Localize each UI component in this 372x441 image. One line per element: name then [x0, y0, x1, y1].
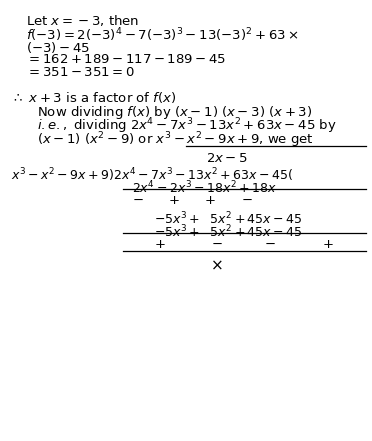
Text: $\times$: $\times$: [210, 258, 223, 273]
Text: Let $x = -3$, then: Let $x = -3$, then: [26, 13, 140, 28]
Text: $\therefore$ $x + 3$ is a factor of $\mathit{f}(x)$: $\therefore$ $x + 3$ is a factor of $\ma…: [11, 90, 177, 105]
Text: $-5x^3 +\ \ 5x^2 + 45x - 45$: $-5x^3 +\ \ 5x^2 + 45x - 45$: [154, 211, 303, 228]
Text: $= 351 - 351 = 0$: $= 351 - 351 = 0$: [26, 66, 135, 79]
Text: $-$      $+$      $+$      $-$: $-$ $+$ $+$ $-$: [132, 194, 253, 207]
Text: $2x^4 - 2x^3 - 18x^2 + 18x$: $2x^4 - 2x^3 - 18x^2 + 18x$: [132, 180, 277, 197]
Text: $x^3 - x^2 - 9x + 9)2x^4 - 7x^3 - 13x^2 + 63x - 45($: $x^3 - x^2 - 9x + 9)2x^4 - 7x^3 - 13x^2 …: [11, 167, 294, 184]
Text: $\mathit{f}(-3) = 2(-3)^4 - 7(-3)^3 - 13(-3)^2 + 63 \times$: $\mathit{f}(-3) = 2(-3)^4 - 7(-3)^3 - 13…: [26, 26, 299, 44]
Text: $(x - 1)$ $(x^2 - 9)$ or $x^3 - x^2 - 9x + 9$, we get: $(x - 1)$ $(x^2 - 9)$ or $x^3 - x^2 - 9x…: [37, 130, 314, 149]
Text: $+$           $-$          $-$           $+$: $+$ $-$ $-$ $+$: [154, 238, 334, 251]
Text: $(-3) - 45$: $(-3) - 45$: [26, 40, 90, 55]
Text: $\mathit{i.e.,}$ dividing $2x^4 - 7x^3 - 13x^2 + 63x - 45$ by: $\mathit{i.e.,}$ dividing $2x^4 - 7x^3 -…: [37, 117, 337, 136]
Text: $2x - 5$: $2x - 5$: [206, 152, 248, 165]
Text: $-5x^3 +\ \ 5x^2 + 45x - 45$: $-5x^3 +\ \ 5x^2 + 45x - 45$: [154, 224, 303, 241]
Text: $= 162 + 189 - 117 - 189 - 45$: $= 162 + 189 - 117 - 189 - 45$: [26, 53, 226, 66]
Text: Now dividing $\mathit{f}(x)$ by $(x - 1)$ $(x - 3)$ $(x + 3)$: Now dividing $\mathit{f}(x)$ by $(x - 1)…: [37, 104, 312, 121]
